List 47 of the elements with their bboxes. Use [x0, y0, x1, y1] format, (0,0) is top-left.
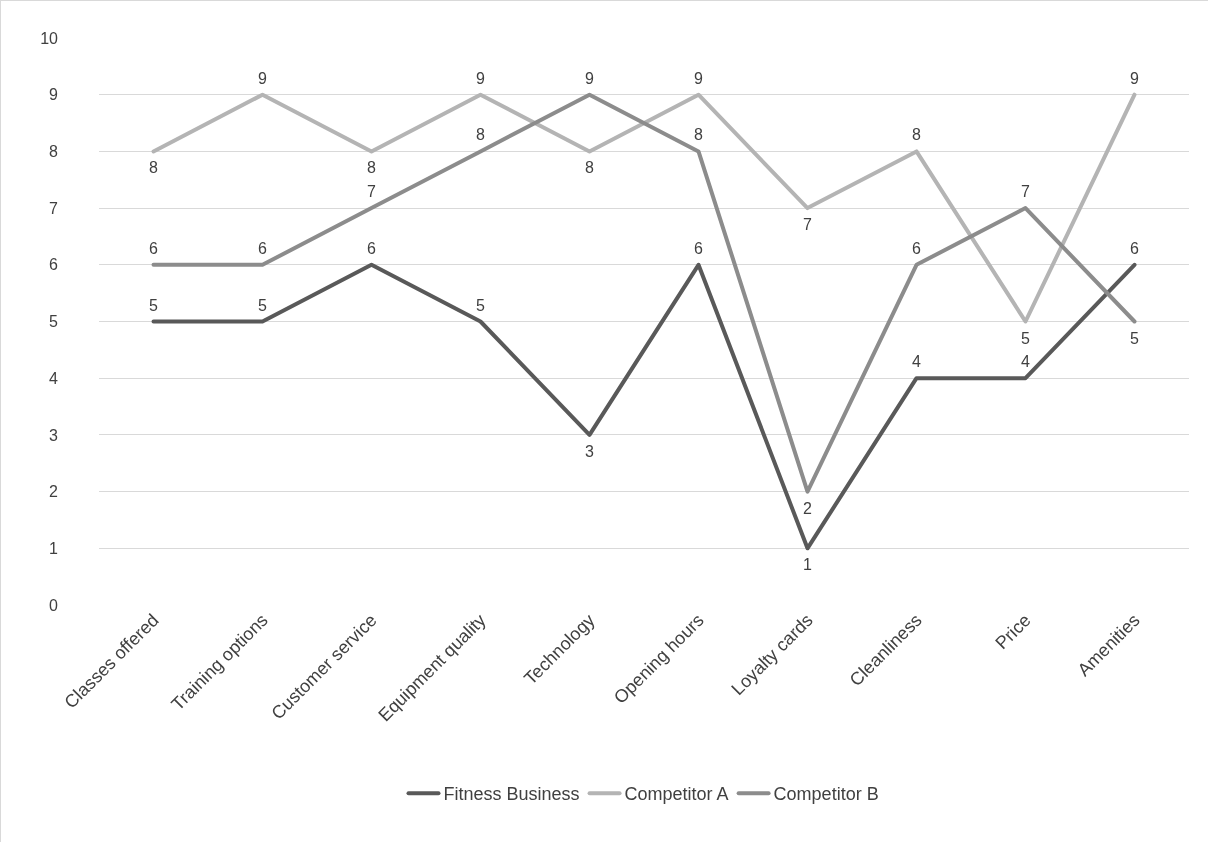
y-tick-label: 8: [49, 143, 59, 160]
data-label: 9: [694, 70, 703, 87]
y-tick-label: 9: [49, 86, 59, 104]
data-label: 5: [1130, 330, 1139, 347]
legend-label: Competitor B: [773, 784, 879, 805]
legend-label: Competitor A: [624, 784, 729, 805]
line-series: [151, 92, 1137, 324]
data-label: 7: [367, 183, 376, 200]
y-tick-label: 0: [49, 596, 59, 614]
data-label: 5: [149, 297, 158, 314]
line-series: [151, 92, 1137, 494]
y-tick-label: 5: [49, 313, 59, 331]
data-label: 5: [258, 297, 267, 314]
data-label: 4: [1021, 353, 1030, 370]
data-label: 6: [1130, 240, 1139, 257]
legend-label: Fitness Business: [443, 784, 580, 805]
data-label: 5: [476, 297, 485, 314]
data-label: 2: [803, 500, 812, 517]
data-label: 8: [585, 159, 594, 176]
data-label: 9: [258, 70, 267, 87]
data-label: 7: [803, 216, 812, 233]
data-label: 6: [694, 240, 703, 257]
data-label: 1: [803, 556, 812, 573]
data-label: 8: [149, 159, 158, 176]
data-label: 9: [1130, 70, 1139, 87]
data-label: 8: [912, 126, 921, 143]
y-tick-label: 3: [49, 426, 59, 444]
data-label: 3: [585, 443, 594, 460]
y-tick-label: 2: [49, 483, 59, 501]
data-label: 9: [476, 70, 485, 87]
data-label: 6: [258, 240, 267, 257]
y-tick-label: 4: [49, 369, 59, 387]
data-label: 8: [367, 159, 376, 176]
y-tick-label: 1: [49, 539, 59, 557]
data-label: 6: [367, 240, 376, 257]
y-tick-label: 10: [40, 29, 59, 47]
data-label: 8: [476, 126, 485, 143]
line-series: [151, 262, 1137, 551]
data-label: 9: [585, 70, 594, 87]
data-label: 6: [912, 240, 921, 257]
y-tick-label: 6: [49, 256, 59, 274]
data-label: 5: [1021, 330, 1030, 347]
data-label: 4: [912, 353, 921, 370]
data-label: 7: [1021, 183, 1030, 200]
data-label: 6: [149, 240, 158, 257]
y-tick-label: 7: [49, 199, 59, 217]
data-label: 8: [694, 126, 703, 143]
